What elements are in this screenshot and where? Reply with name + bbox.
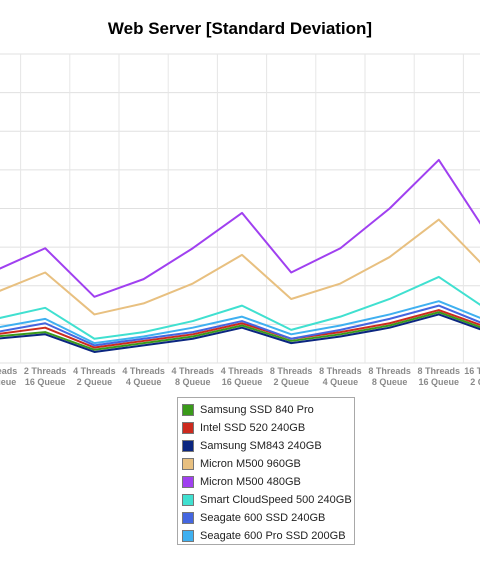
series-line xyxy=(0,218,480,316)
legend-item[interactable]: Samsung SM843 240GB xyxy=(178,437,354,455)
x-tick-label: 2 Threads 16 Queue xyxy=(24,366,67,387)
legend-label: Micron M500 960GB xyxy=(200,458,301,470)
legend-swatch xyxy=(182,530,194,542)
legend-item[interactable]: Intel SSD 520 240GB xyxy=(178,419,354,437)
series-line xyxy=(0,313,480,353)
legend-label: Smart CloudSpeed 500 240GB xyxy=(200,494,352,506)
legend-swatch xyxy=(182,440,194,452)
legend-item[interactable]: Micron M500 480GB xyxy=(178,473,354,491)
legend-swatch xyxy=(182,458,194,470)
legend-item[interactable]: Micron M500 960GB xyxy=(178,455,354,473)
chart-series-lines xyxy=(0,158,480,353)
legend-label: Samsung SM843 240GB xyxy=(200,440,322,452)
series-line xyxy=(0,158,480,298)
series-line xyxy=(0,275,480,340)
legend-swatch xyxy=(182,512,194,524)
legend-item[interactable]: Seagate 600 Pro SSD 200GB xyxy=(178,527,354,545)
legend-label: Samsung SSD 840 Pro xyxy=(200,404,314,416)
series-line xyxy=(0,304,480,347)
chart-grid xyxy=(0,53,480,364)
legend-label: Micron M500 480GB xyxy=(200,476,301,488)
legend-item[interactable]: Samsung SSD 840 Pro xyxy=(178,401,354,419)
x-tick-label: 4 Threads 8 Queue xyxy=(172,366,215,387)
legend-item[interactable]: Seagate 600 SSD 240GB xyxy=(178,509,354,527)
series-line xyxy=(0,309,480,349)
legend-label: Seagate 600 Pro SSD 200GB xyxy=(200,530,346,542)
x-tick-label: 8 Threads 16 Queue xyxy=(418,366,461,387)
legend-swatch xyxy=(182,422,194,434)
legend-item[interactable]: Smart CloudSpeed 500 240GB xyxy=(178,491,354,509)
legend-swatch xyxy=(182,404,194,416)
x-tick-label: 8 Threads 2 Queue xyxy=(270,366,313,387)
chart-title: Web Server [Standard Deviation] xyxy=(107,19,373,38)
x-tick-label: 8 Threads 4 Queue xyxy=(319,366,362,387)
series-line xyxy=(0,300,480,345)
x-tick-label: 4 Threads 16 Queue xyxy=(221,366,264,387)
legend-swatch xyxy=(182,494,194,506)
chart-legend: Samsung SSD 840 Pro Intel SSD 520 240GB Sa… xyxy=(177,397,355,545)
legend-swatch xyxy=(182,476,194,488)
legend-label: Seagate 600 SSD 240GB xyxy=(200,512,326,524)
x-tick-label: 4 Threads 2 Queue xyxy=(73,366,116,387)
x-tick-label: 4 Threads 4 Queue xyxy=(122,366,165,387)
x-tick-label: 8 Threads 8 Queue xyxy=(368,366,411,387)
series-line xyxy=(0,311,480,351)
legend-label: Intel SSD 520 240GB xyxy=(200,422,306,434)
